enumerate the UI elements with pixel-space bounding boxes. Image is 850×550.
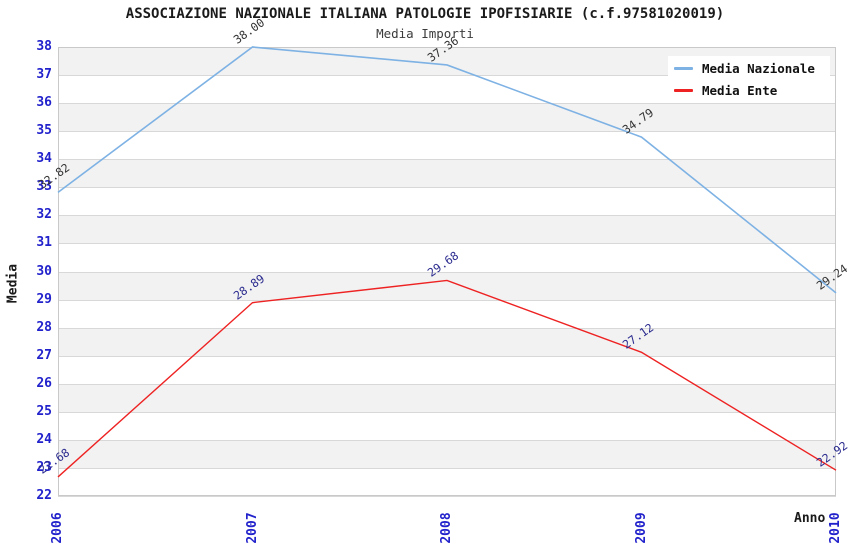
legend-item-media-nazionale: Media Nazionale [674, 61, 824, 76]
legend-label: Media Nazionale [702, 61, 815, 76]
chart-title: ASSOCIAZIONE NAZIONALE ITALIANA PATOLOGI… [125, 6, 725, 22]
plot-band [58, 215, 836, 244]
line-media-ente [57, 279, 837, 478]
y-tick-label: 32 [36, 207, 52, 223]
y-axis-label: Media [5, 263, 21, 304]
gridline [58, 271, 836, 273]
plot-band [58, 383, 836, 412]
gridline [58, 243, 836, 245]
gridline [58, 131, 836, 133]
y-tick-label: 35 [36, 123, 52, 139]
plot-band [58, 411, 836, 440]
blue-line-swatch-icon [674, 67, 693, 70]
y-tick-label: 34 [36, 151, 52, 167]
gridline [58, 439, 836, 441]
y-tick-label: 22 [36, 488, 52, 503]
y-tick-label: 36 [36, 95, 52, 111]
gridline [58, 159, 836, 161]
gridline [58, 496, 836, 497]
gridline [58, 411, 836, 413]
gridline [58, 327, 836, 329]
gridline [58, 383, 836, 385]
gridline [58, 215, 836, 217]
gridline [58, 355, 836, 357]
y-tick-label: 33 [36, 179, 52, 195]
plot-band [58, 439, 836, 468]
plot-band [58, 467, 836, 496]
y-tick-label: 23 [36, 459, 52, 475]
x-axis-label: Anno [794, 511, 826, 526]
gridline [58, 299, 836, 301]
plot-band [58, 299, 836, 328]
legend-label: Media Ente [702, 83, 778, 98]
plot-border [58, 47, 836, 496]
plot-band [58, 131, 836, 160]
gridline [58, 103, 836, 105]
chart-subtitle: Media Importi [376, 26, 474, 41]
plot-band [58, 327, 836, 356]
line-media-nazionale [57, 46, 837, 294]
y-tick-label: 37 [36, 67, 52, 83]
y-tick-label: 31 [36, 235, 52, 251]
y-tick-label: 25 [36, 403, 52, 419]
plot-band [58, 159, 836, 188]
red-line-swatch-icon [674, 89, 693, 92]
legend: Media Nazionale Media Ente [668, 56, 830, 103]
y-tick-label: 26 [36, 375, 52, 391]
y-tick-label: 38 [36, 39, 52, 54]
y-tick-label: 27 [36, 347, 52, 363]
gridline [58, 187, 836, 189]
gridline [58, 75, 836, 77]
gridline [58, 467, 836, 469]
plot-band [58, 103, 836, 132]
y-tick-label: 28 [36, 319, 52, 335]
y-tick-label: 30 [36, 263, 52, 279]
plot-band [58, 243, 836, 272]
y-tick-label: 24 [36, 431, 52, 447]
y-tick-label: 29 [36, 291, 52, 307]
legend-item-media-ente: Media Ente [674, 83, 824, 98]
plot-band [58, 271, 836, 300]
plot-band [58, 187, 836, 216]
